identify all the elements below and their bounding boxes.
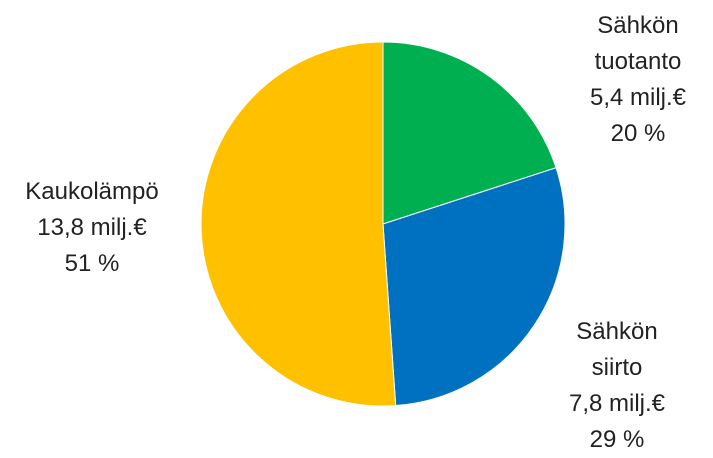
data-label-sahkon-siirto: Sähkön siirto 7,8 milj.€ 29 % xyxy=(569,318,666,453)
data-label-sahkon-siirto-category-line-0: Sähkön xyxy=(576,318,657,345)
data-label-sahkon-tuotanto-category-line-0: Sähkön xyxy=(597,12,678,39)
pie-slice-sahkon-tuotanto xyxy=(382,41,557,225)
data-label-sahkon-tuotanto-percent: 20 % xyxy=(611,120,666,147)
data-label-sahkon-siirto-percent: 29 % xyxy=(590,426,645,453)
data-label-sahkon-tuotanto-category-line-1: tuotanto xyxy=(595,48,682,75)
data-label-sahkon-siirto-value: 7,8 milj.€ xyxy=(569,390,666,417)
data-label-kaukolampo: Kaukolämpö 13,8 milj.€ 51 % xyxy=(25,178,158,277)
data-label-sahkon-tuotanto: Sähkön tuotanto 5,4 milj.€ 20 % xyxy=(590,12,687,147)
data-label-kaukolampo-value: 13,8 milj.€ xyxy=(37,214,147,241)
pie-slice-kaukolampo xyxy=(200,41,397,407)
data-label-kaukolampo-percent: 51 % xyxy=(65,250,120,277)
pie-slices xyxy=(200,41,566,407)
data-label-sahkon-tuotanto-value: 5,4 milj.€ xyxy=(590,84,687,111)
data-label-kaukolampo-category-line-0: Kaukolämpö xyxy=(25,178,158,205)
pie-slice-sahkon-siirto xyxy=(382,167,566,407)
pie-labels: Sähkön tuotanto 5,4 milj.€ 20 % Sähkön siirto… xyxy=(25,12,686,453)
data-label-sahkon-siirto-category-line-1: siirto xyxy=(592,354,643,381)
